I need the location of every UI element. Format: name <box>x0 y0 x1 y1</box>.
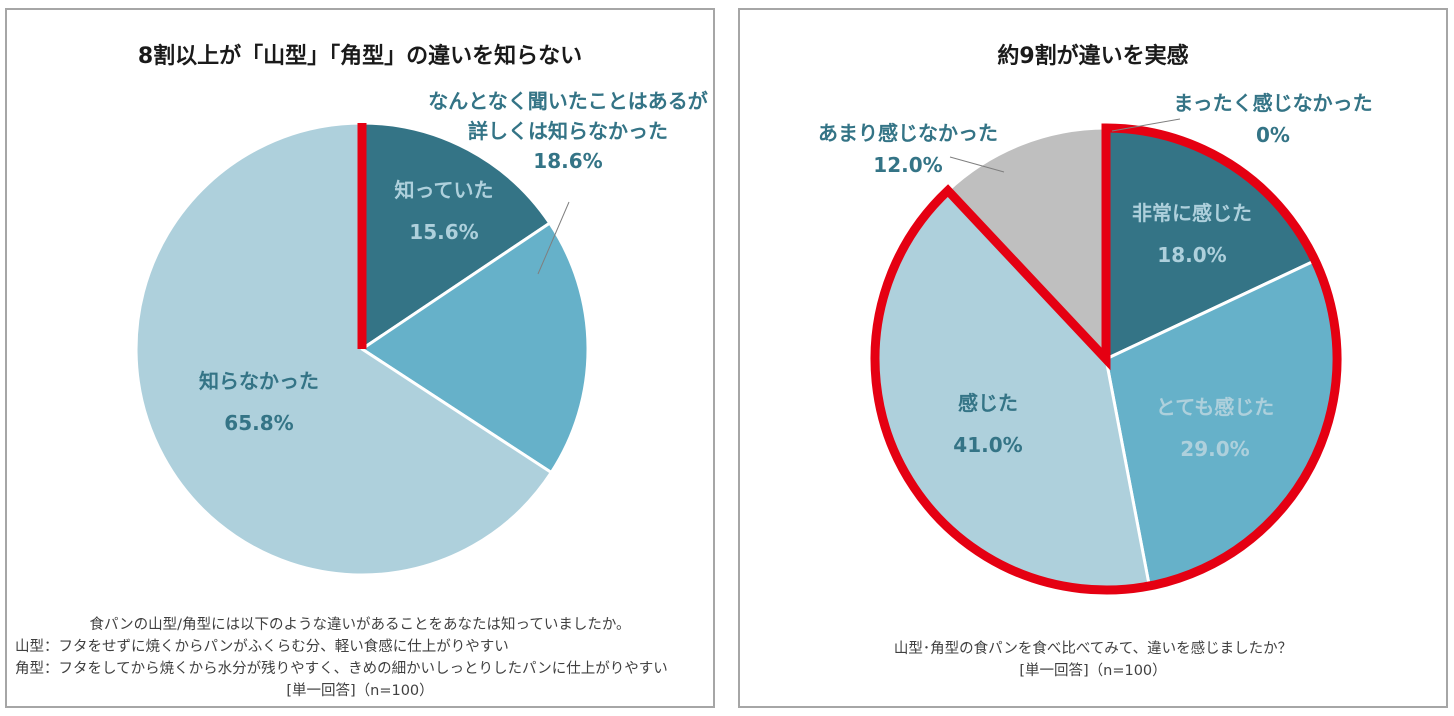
slice-label-1-line-1: 詳しくは知らなかった <box>468 119 668 143</box>
pie-slice-1 <box>360 221 590 474</box>
pie-slice-2 <box>134 121 553 577</box>
slice-value-3: 12.0% <box>873 153 942 177</box>
slice-value-4: 0% <box>1256 123 1290 147</box>
slice-value-2: 41.0% <box>953 433 1022 457</box>
chart-title-right: 約9割が違いを実感 <box>997 44 1189 69</box>
caption-yamagata: 山型：フタをせずに焼くからパンがふくらむ分、軽い食感に仕上がりやすい <box>15 639 509 655</box>
leader-line-4 <box>1111 118 1181 132</box>
pie-slice-0 <box>360 121 552 351</box>
slice-label-1-line-0: なんとなく聞いたことはあるが <box>428 89 707 113</box>
slice-label-4: まったく感じなかった <box>1173 91 1372 115</box>
leader-line-3 <box>949 156 1005 173</box>
slice-label-3: あまり感じなかった <box>818 121 998 145</box>
slice-value-0: 15.6% <box>409 220 478 244</box>
slice-label-2: 感じた <box>958 391 1018 415</box>
caption-kakugata: 角型：フタをしてから焼くから水分が残りやすく、きめの細かいしっとりしたパンに仕上… <box>15 661 668 677</box>
caption-right: 山型･角型の食パンを食べ比べてみて、違いを感じましたか？ [単一回答]（n=10… <box>740 638 1446 682</box>
pie-slice-3 <box>946 126 1108 361</box>
caption-question: 山型･角型の食パンを食べ比べてみて、違いを感じましたか？ <box>893 641 1293 657</box>
caption-answer-type: [単一回答]（n=100） <box>1019 663 1167 679</box>
slice-value-2: 65.8% <box>224 411 293 435</box>
caption-left: 食パンの山型/角型には以下のような違いがあることをあなたは知っていましたか。 山… <box>7 614 713 702</box>
caption-question: 食パンの山型/角型には以下のような違いがあることをあなたは知っていましたか。 <box>89 617 631 633</box>
slice-value-1: 29.0% <box>1180 437 1249 461</box>
slice-label-2: 知らなかった <box>199 369 319 393</box>
chart-panel-right: 非常に感じた 18.0% とても感じた 29.0% 感じた 41.0% あまり感じなかった 1… <box>738 8 1448 708</box>
slice-label-0: 非常に感じた <box>1132 201 1252 225</box>
slice-label-1: とても感じた <box>1156 395 1274 419</box>
chart-title-left: 8割以上が「山型」「角型」の違いを知らない <box>137 44 583 69</box>
chart-panel-left: 知っていた 15.6% なんとなく聞いたことはあるが 詳しくは知らなかった 18.6% 知… <box>5 8 715 708</box>
caption-answer-type: [単一回答]（n=100） <box>286 683 434 699</box>
slice-value-0: 18.0% <box>1157 243 1226 267</box>
highlight-outline <box>870 123 1342 595</box>
slice-value-1: 18.6% <box>533 149 602 173</box>
slice-label-0: 知っていた <box>395 178 494 202</box>
leader-line-1 <box>537 201 570 275</box>
pie-chart-right: 非常に感じた 18.0% とても感じた 29.0% 感じた 41.0% あまり感じなかった 1… <box>818 91 1373 595</box>
